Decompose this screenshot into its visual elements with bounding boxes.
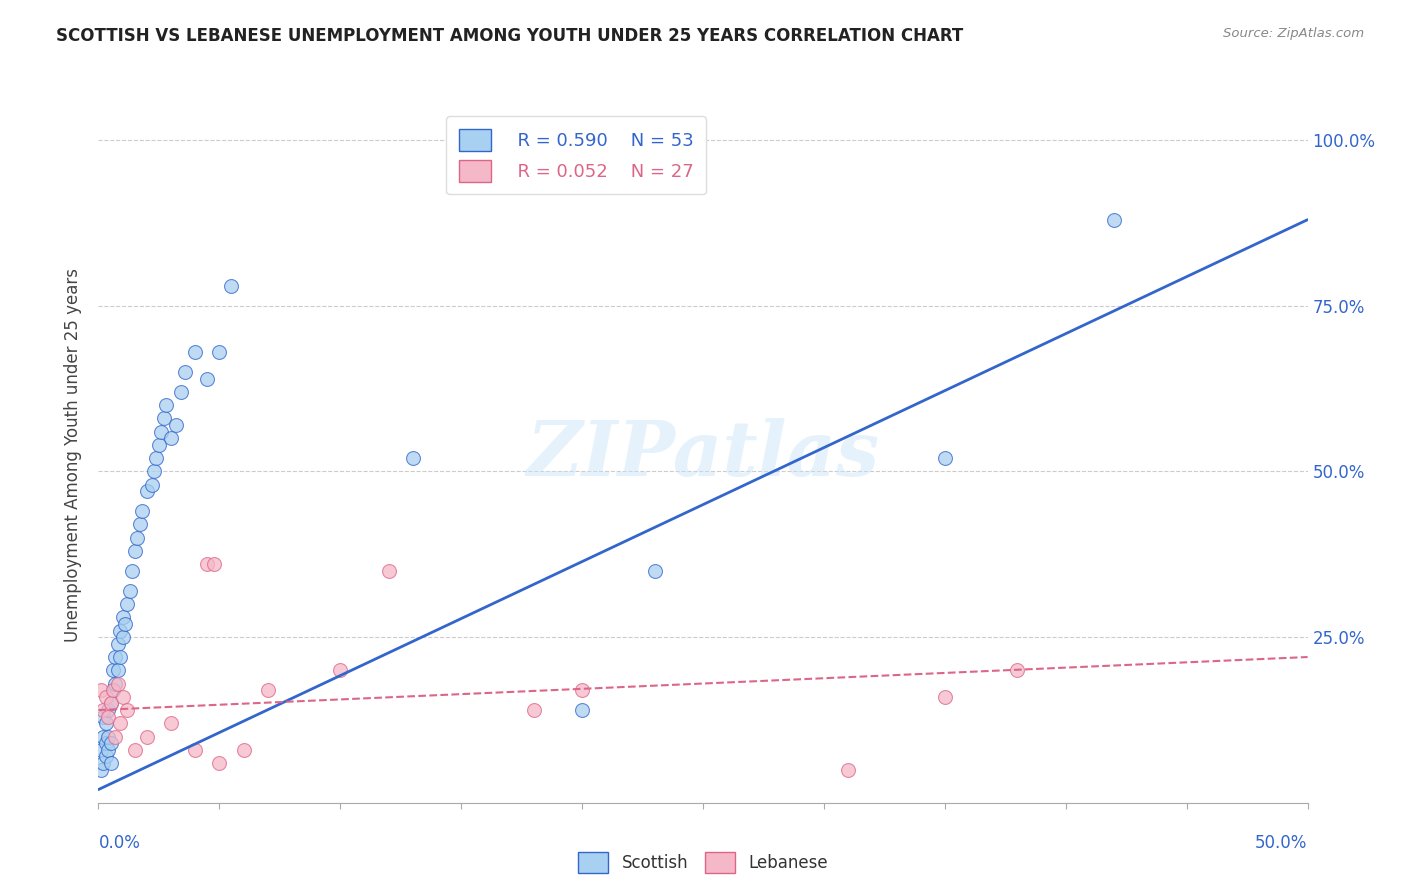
Legend:   R = 0.590    N = 53,   R = 0.052    N = 27: R = 0.590 N = 53, R = 0.052 N = 27 [446, 116, 706, 194]
Point [145, 451, 167, 466]
Point [90, 763, 112, 777]
Point [165, 418, 187, 433]
Point [97, 709, 120, 723]
Point [1102, 212, 1125, 227]
Point [107, 663, 129, 677]
Point [160, 716, 183, 731]
Point [100, 756, 122, 770]
Point [111, 690, 134, 704]
Point [208, 756, 231, 770]
Point [100, 697, 122, 711]
Point [124, 743, 146, 757]
Point [934, 690, 956, 704]
Text: SCOTTISH VS LEBANESE UNEMPLOYMENT AMONG YOUTH UNDER 25 YEARS CORRELATION CHART: SCOTTISH VS LEBANESE UNEMPLOYMENT AMONG … [56, 27, 963, 45]
Point [111, 630, 134, 644]
Point [402, 451, 425, 466]
Point [117, 703, 139, 717]
Point [107, 676, 129, 690]
Point [101, 683, 124, 698]
Point [128, 517, 150, 532]
Legend: Scottish, Lebanese: Scottish, Lebanese [572, 846, 834, 880]
Point [104, 676, 127, 690]
Point [97, 730, 120, 744]
Point [169, 384, 191, 399]
Point [108, 624, 131, 638]
Point [118, 583, 141, 598]
Point [91, 709, 114, 723]
Point [135, 484, 157, 499]
Point [117, 597, 139, 611]
Point [94, 736, 117, 750]
Point [91, 730, 114, 744]
Point [91, 756, 114, 770]
Point [195, 558, 218, 572]
Point [152, 411, 174, 425]
Point [329, 663, 352, 677]
Point [111, 610, 134, 624]
Text: Source: ZipAtlas.com: Source: ZipAtlas.com [1223, 27, 1364, 40]
Y-axis label: Unemployment Among Youth under 25 years: Unemployment Among Youth under 25 years [65, 268, 83, 642]
Point [114, 616, 136, 631]
Point [108, 716, 131, 731]
Point [571, 703, 593, 717]
Text: ZIPatlas: ZIPatlas [526, 418, 880, 491]
Point [523, 703, 546, 717]
Point [184, 345, 207, 359]
Point [377, 564, 399, 578]
Point [100, 736, 122, 750]
Point [97, 743, 120, 757]
Text: 0.0%: 0.0% [98, 834, 141, 852]
Point [232, 743, 254, 757]
Point [104, 650, 127, 665]
Point [127, 531, 149, 545]
Point [150, 425, 173, 439]
Point [100, 697, 122, 711]
Point [91, 703, 114, 717]
Point [160, 431, 183, 445]
Point [837, 763, 859, 777]
Point [143, 465, 166, 479]
Point [107, 637, 129, 651]
Point [97, 703, 120, 717]
Point [1007, 663, 1029, 677]
Point [131, 504, 153, 518]
Point [221, 279, 243, 293]
Point [94, 749, 117, 764]
Point [184, 743, 207, 757]
Point [94, 716, 117, 731]
Point [124, 544, 146, 558]
Point [141, 477, 163, 491]
Point [208, 345, 231, 359]
Point [934, 451, 956, 466]
Point [195, 372, 218, 386]
Point [90, 683, 112, 698]
Point [108, 650, 131, 665]
Point [101, 663, 124, 677]
Point [135, 730, 157, 744]
Point [571, 683, 593, 698]
Point [121, 564, 143, 578]
Point [155, 398, 177, 412]
Point [174, 365, 197, 379]
Point [90, 743, 112, 757]
Point [148, 438, 170, 452]
Point [644, 564, 666, 578]
Point [256, 683, 278, 698]
Point [101, 683, 124, 698]
Point [94, 690, 117, 704]
Point [104, 730, 127, 744]
Point [204, 558, 226, 572]
Text: 50.0%: 50.0% [1256, 834, 1308, 852]
